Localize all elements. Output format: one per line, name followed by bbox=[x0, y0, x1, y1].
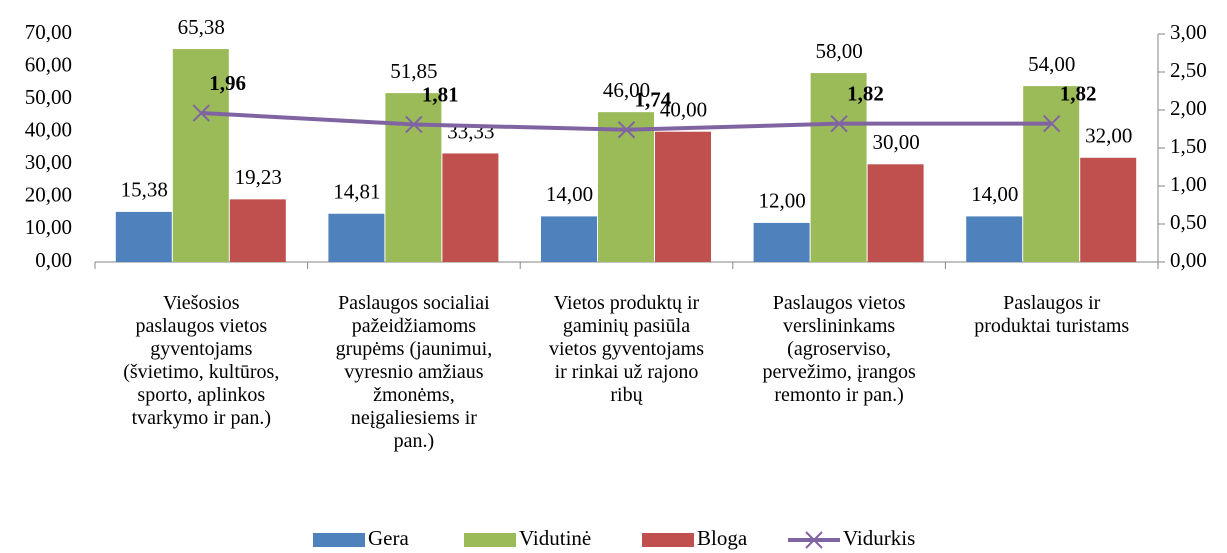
bar bbox=[172, 49, 229, 262]
y-tick-label: 50,00 bbox=[25, 85, 72, 109]
legend-swatch bbox=[313, 533, 365, 547]
y2-tick-label: 0,00 bbox=[1170, 248, 1207, 272]
bar bbox=[541, 216, 597, 262]
y-tick-label: 20,00 bbox=[25, 183, 72, 207]
legend-label: Vidutinė bbox=[519, 526, 591, 550]
bar bbox=[328, 213, 385, 262]
y-tick-label: 60,00 bbox=[25, 52, 72, 76]
bar bbox=[115, 211, 172, 262]
data-label: 1,82 bbox=[1060, 81, 1097, 105]
data-label: 1,81 bbox=[422, 82, 459, 106]
bar bbox=[655, 131, 711, 262]
x-tick-label: Paslaugos vietos verslininkams (agroserv… bbox=[762, 292, 916, 406]
data-label: 1,82 bbox=[847, 81, 884, 105]
legend-swatch bbox=[642, 533, 694, 547]
x-tick-label: Viešosios paslaugos vietos gyventojams (… bbox=[123, 292, 280, 429]
y2-tick-label: 0,50 bbox=[1170, 210, 1207, 234]
legend-marker bbox=[805, 531, 823, 549]
bar bbox=[753, 222, 810, 262]
bar bbox=[1080, 157, 1137, 262]
y2-tick-label: 1,50 bbox=[1170, 134, 1207, 158]
data-label: 58,00 bbox=[815, 39, 862, 63]
marker bbox=[617, 121, 636, 139]
data-label: 14,00 bbox=[971, 182, 1018, 206]
data-label: 33,33 bbox=[447, 119, 494, 143]
legend-label: Bloga bbox=[697, 526, 748, 550]
data-label: 12,00 bbox=[758, 189, 805, 213]
y-tick-label: 40,00 bbox=[25, 118, 72, 142]
y2-tick-label: 1,00 bbox=[1170, 172, 1207, 196]
data-label: 46,00 bbox=[603, 78, 650, 102]
bar bbox=[442, 153, 499, 262]
marker bbox=[830, 114, 848, 133]
y2-tick-label: 2,50 bbox=[1170, 58, 1207, 82]
y2-tick-label: 3,00 bbox=[1170, 20, 1207, 44]
data-label: 51,85 bbox=[390, 59, 437, 83]
marker bbox=[1042, 114, 1061, 133]
x-tick-label: Paslaugos socialiai pažeidžiamoms grupėm… bbox=[335, 292, 493, 452]
data-label: 14,81 bbox=[333, 180, 380, 204]
marker bbox=[405, 115, 423, 134]
x-tick-label: Vietos produktų ir gaminių pasiūla vieto… bbox=[549, 292, 704, 406]
y-tick-label: 30,00 bbox=[25, 150, 72, 174]
bar bbox=[598, 112, 654, 263]
data-label: 19,23 bbox=[235, 165, 282, 189]
bar bbox=[810, 73, 867, 262]
data-label: 14,00 bbox=[546, 182, 593, 206]
data-label: 15,38 bbox=[121, 178, 168, 202]
data-label: 65,38 bbox=[178, 15, 225, 39]
legend-label: Gera bbox=[368, 526, 409, 550]
legend-label: Vidurkis bbox=[843, 526, 915, 550]
data-label: 30,00 bbox=[872, 130, 919, 154]
y-tick-label: 10,00 bbox=[25, 215, 72, 239]
data-label: 32,00 bbox=[1085, 124, 1132, 148]
marker bbox=[192, 104, 211, 122]
y-tick-label: 0,00 bbox=[35, 248, 72, 272]
bar bbox=[385, 93, 442, 262]
data-label: 1,96 bbox=[209, 71, 246, 95]
x-tick-label: Paslaugos ir produktai turistams bbox=[974, 292, 1130, 337]
data-label: 54,00 bbox=[1028, 52, 1075, 76]
bar bbox=[867, 164, 924, 262]
y2-tick-label: 2,00 bbox=[1170, 96, 1207, 120]
bar bbox=[966, 216, 1023, 262]
legend-swatch bbox=[464, 533, 516, 547]
y-tick-label: 70,00 bbox=[25, 20, 72, 44]
bar bbox=[1023, 86, 1080, 262]
data-label: 40,00 bbox=[660, 98, 707, 122]
data-label: 1,74 bbox=[635, 88, 672, 112]
bar bbox=[229, 199, 286, 262]
